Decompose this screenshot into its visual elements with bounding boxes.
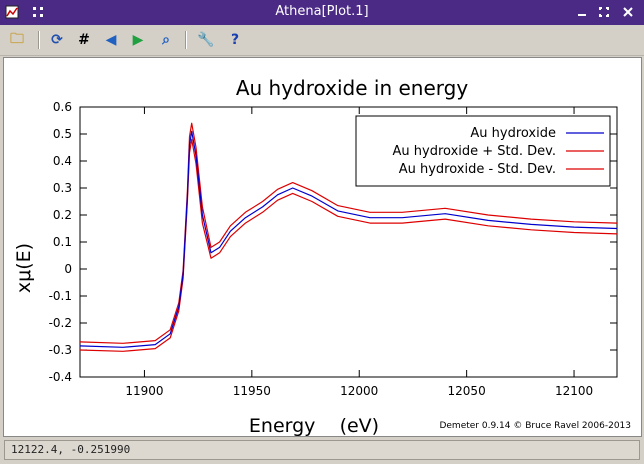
status-bar: 12122.4, -0.251990 — [0, 437, 644, 464]
y-tick-label: -0.3 — [49, 343, 72, 357]
zoom-forward-icon: ▶ — [132, 32, 144, 48]
zoom-back-icon: ◀ — [105, 32, 117, 48]
help-icon: ? — [230, 32, 240, 48]
copyright-annotation: Demeter 0.9.14 © Bruce Ravel 2006-2013 — [439, 421, 631, 431]
y-tick-label: 0.1 — [53, 235, 72, 249]
help-tool[interactable]: ? — [224, 29, 246, 51]
sticky-icon[interactable] — [30, 4, 46, 20]
zoom-back-tool[interactable]: ◀ — [100, 29, 122, 51]
legend-label: Au hydroxide + Std. Dev. — [393, 144, 556, 159]
zoom-forward-tool[interactable]: ▶ — [127, 29, 149, 51]
chart-title: Au hydroxide in energy — [236, 76, 469, 100]
x-axis-label: Energy (eV) — [249, 415, 379, 436]
maximize-icon[interactable] — [596, 4, 612, 20]
y-tick-label: -0.1 — [49, 289, 72, 303]
save-image-tool[interactable]: 🗀 — [6, 29, 28, 51]
y-tick-label: 0 — [64, 262, 72, 276]
x-tick-label: 12100 — [555, 384, 593, 398]
legend-label: Au hydroxide - Std. Dev. — [399, 162, 556, 177]
cursor-coordinates: 12122.4, -0.251990 — [4, 440, 640, 460]
toolbar-separator — [38, 31, 39, 49]
series-line-0 — [79, 130, 618, 348]
chart-svg: Au hydroxide in energy 11900 11950 12000 12… — [13, 76, 631, 437]
y-tick-label: 0.4 — [53, 154, 72, 168]
grid-tool[interactable]: # — [73, 29, 95, 51]
y-tick-label: 0.3 — [53, 181, 72, 195]
x-tick-label: 11950 — [233, 384, 271, 398]
y-axis-label: xμ(E) — [13, 243, 35, 293]
y-tick-label: -0.4 — [49, 370, 72, 384]
refresh-tool[interactable]: ⟳ — [46, 29, 68, 51]
x-tick-label: 11900 — [125, 384, 163, 398]
folder-image-icon: 🗀 — [10, 31, 24, 47]
y-tick-label: 0.6 — [53, 100, 72, 114]
y-tick-label: 0.5 — [53, 127, 72, 141]
zoom-tool[interactable]: ⌕ — [155, 29, 177, 51]
grid-icon: # — [78, 32, 90, 48]
wrench-icon: 🔧 — [197, 32, 215, 48]
minimize-icon[interactable] — [574, 4, 590, 20]
toolbar-separator — [185, 31, 186, 49]
title-bar: Athena[Plot.1] — [0, 0, 644, 25]
legend-label: Au hydroxide — [470, 126, 556, 141]
y-tick-label: 0.2 — [53, 208, 72, 222]
refresh-icon: ⟳ — [51, 32, 63, 48]
window-title: Athena[Plot.1] — [275, 4, 369, 19]
y-tick-label: -0.2 — [49, 316, 72, 330]
toolbar: 🗀 ⟳ # ◀ ▶ ⌕ 🔧? — [0, 25, 644, 56]
settings-tool[interactable]: 🔧 — [195, 29, 217, 51]
window-menu-icon[interactable] — [4, 4, 20, 20]
x-tick-label: 12000 — [340, 384, 378, 398]
plot-area[interactable]: Au hydroxide in energy 11900 11950 12000 12… — [3, 57, 642, 437]
zoom-icon: ⌕ — [162, 32, 170, 48]
x-tick-label: 12050 — [448, 384, 486, 398]
close-icon[interactable] — [620, 4, 636, 20]
